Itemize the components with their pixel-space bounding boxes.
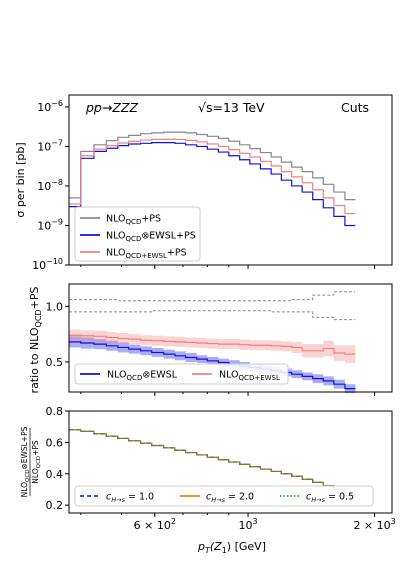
series-step-line xyxy=(69,138,356,215)
series-step-line xyxy=(69,334,356,355)
x-tick-label: 103 xyxy=(239,517,258,532)
y-axis-label-sigma: σ per bin [pb] xyxy=(14,142,27,217)
legend-label: cH→s = 2.0 xyxy=(206,492,254,505)
legend-panel3: cH→s = 1.0 cH→s = 2.0 cH→s = 0.5 xyxy=(74,485,374,507)
series-step-line xyxy=(69,141,356,227)
legend-label: cH→s = 0.5 xyxy=(306,492,354,505)
legend-label: cH→s = 1.0 xyxy=(106,492,154,505)
y-tick-label: 0.4 xyxy=(46,468,64,481)
panel-ratio: 0.5 1.0 ratio to NLOQCD+PS NLOQCD⊗EWSL NLO… xyxy=(28,283,393,396)
panel-eft-ratio: 0.2 0.4 0.6 0.8 6 × 102 103 2 × 103 NLOQCD⊗EW… xyxy=(20,405,396,555)
reference-band-lower xyxy=(69,310,356,321)
panel-frame xyxy=(68,94,393,266)
x-tick-label: 6 × 102 xyxy=(134,517,176,532)
series-step-line xyxy=(69,131,356,201)
y-tick-label: 10−9 xyxy=(37,217,63,232)
ylabel-denominator: NLOQCD+PS xyxy=(31,440,42,484)
series-uncertainty-band xyxy=(69,329,356,364)
x-axis-label-text: pT(Z1) [GeV] xyxy=(197,540,266,555)
y-tick-label: 0.8 xyxy=(46,405,64,418)
process-annotation: pp→ZZZ xyxy=(85,100,138,115)
y-tick-label: 10−10 xyxy=(32,257,63,272)
series-overlap-line xyxy=(69,429,356,497)
y-tick-label: 0.2 xyxy=(46,499,64,512)
y-tick-label: 0.6 xyxy=(46,436,64,449)
series-step-line xyxy=(69,341,356,390)
legend-label: NLOQCD⊗EWSL xyxy=(107,370,178,383)
y-axis-label-ratio: ratio to NLOQCD+PS xyxy=(28,287,43,394)
panel-frame xyxy=(68,283,393,393)
legend-box xyxy=(74,206,201,262)
y-tick-label: 1.0 xyxy=(46,300,64,313)
panel-cross-section: 10−10 10−9 10−8 10−7 10−6 pp→ZZZ √s=13 TeV C… xyxy=(14,94,393,272)
y-tick-label: 10−6 xyxy=(37,99,63,114)
legend-box xyxy=(74,485,374,507)
cuts-annotation: Cuts xyxy=(341,100,369,115)
ylabel-numerator: NLOQCD⊗EWSL+PS xyxy=(20,426,31,497)
legend-label: NLOQCD+PS xyxy=(106,214,161,227)
legend-panel2: NLOQCD⊗EWSL NLOQCD+EWSL xyxy=(74,363,289,385)
y-tick-label: 10−8 xyxy=(37,178,63,193)
y-tick-label: 10−7 xyxy=(37,138,63,153)
legend-label: NLOQCD⊗EWSL+PS xyxy=(106,231,196,244)
energy-annotation: √s=13 TeV xyxy=(198,100,265,115)
panel-frame xyxy=(68,410,393,514)
x-tick-label: 2 × 103 xyxy=(353,517,395,532)
x-axis-label: pT(Z1) [GeV] xyxy=(197,540,266,555)
reference-band-upper xyxy=(69,291,356,302)
legend-box xyxy=(74,363,289,385)
y-tick-label: 0.5 xyxy=(46,356,64,369)
